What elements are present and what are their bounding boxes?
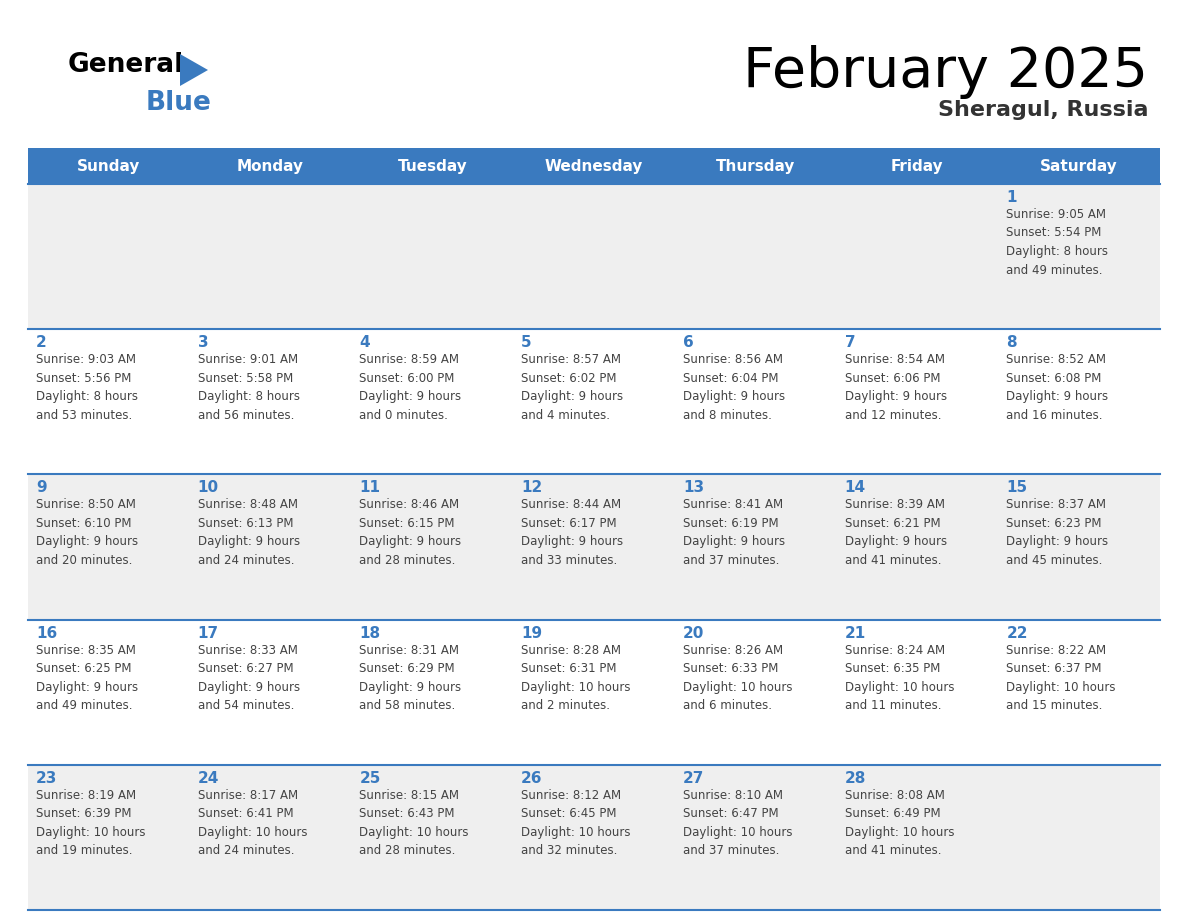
Text: 20: 20 xyxy=(683,625,704,641)
Text: 6: 6 xyxy=(683,335,694,350)
Bar xyxy=(29,148,1159,184)
Text: 14: 14 xyxy=(845,480,866,496)
Text: Blue: Blue xyxy=(146,90,211,116)
Text: Sunrise: 8:50 AM
Sunset: 6:10 PM
Daylight: 9 hours
and 20 minutes.: Sunrise: 8:50 AM Sunset: 6:10 PM Dayligh… xyxy=(36,498,138,567)
Text: Sunrise: 8:12 AM
Sunset: 6:45 PM
Daylight: 10 hours
and 32 minutes.: Sunrise: 8:12 AM Sunset: 6:45 PM Dayligh… xyxy=(522,789,631,857)
Text: 9: 9 xyxy=(36,480,46,496)
Text: Saturday: Saturday xyxy=(1041,159,1118,174)
Text: 1: 1 xyxy=(1006,190,1017,205)
Text: Sunrise: 8:44 AM
Sunset: 6:17 PM
Daylight: 9 hours
and 33 minutes.: Sunrise: 8:44 AM Sunset: 6:17 PM Dayligh… xyxy=(522,498,624,567)
Text: 12: 12 xyxy=(522,480,543,496)
Text: Sunrise: 8:59 AM
Sunset: 6:00 PM
Daylight: 9 hours
and 0 minutes.: Sunrise: 8:59 AM Sunset: 6:00 PM Dayligh… xyxy=(360,353,462,421)
Bar xyxy=(29,184,1159,330)
Text: Sunrise: 9:03 AM
Sunset: 5:56 PM
Daylight: 8 hours
and 53 minutes.: Sunrise: 9:03 AM Sunset: 5:56 PM Dayligh… xyxy=(36,353,138,421)
Text: General: General xyxy=(68,52,184,78)
Text: 16: 16 xyxy=(36,625,57,641)
Text: 3: 3 xyxy=(197,335,208,350)
Text: 17: 17 xyxy=(197,625,219,641)
Text: 15: 15 xyxy=(1006,480,1028,496)
Bar xyxy=(29,765,1159,910)
Text: 19: 19 xyxy=(522,625,542,641)
Bar xyxy=(29,330,1159,475)
Bar xyxy=(29,475,1159,620)
Text: 8: 8 xyxy=(1006,335,1017,350)
Text: Sunrise: 8:41 AM
Sunset: 6:19 PM
Daylight: 9 hours
and 37 minutes.: Sunrise: 8:41 AM Sunset: 6:19 PM Dayligh… xyxy=(683,498,785,567)
Text: 25: 25 xyxy=(360,771,381,786)
Text: 13: 13 xyxy=(683,480,704,496)
Text: Sunrise: 8:17 AM
Sunset: 6:41 PM
Daylight: 10 hours
and 24 minutes.: Sunrise: 8:17 AM Sunset: 6:41 PM Dayligh… xyxy=(197,789,308,857)
Text: Sunrise: 8:22 AM
Sunset: 6:37 PM
Daylight: 10 hours
and 15 minutes.: Sunrise: 8:22 AM Sunset: 6:37 PM Dayligh… xyxy=(1006,644,1116,712)
Text: Sunrise: 8:26 AM
Sunset: 6:33 PM
Daylight: 10 hours
and 6 minutes.: Sunrise: 8:26 AM Sunset: 6:33 PM Dayligh… xyxy=(683,644,792,712)
Text: Sunrise: 8:08 AM
Sunset: 6:49 PM
Daylight: 10 hours
and 41 minutes.: Sunrise: 8:08 AM Sunset: 6:49 PM Dayligh… xyxy=(845,789,954,857)
Text: Monday: Monday xyxy=(238,159,304,174)
Text: 27: 27 xyxy=(683,771,704,786)
Text: 4: 4 xyxy=(360,335,369,350)
Text: Sunrise: 8:54 AM
Sunset: 6:06 PM
Daylight: 9 hours
and 12 minutes.: Sunrise: 8:54 AM Sunset: 6:06 PM Dayligh… xyxy=(845,353,947,421)
Text: 28: 28 xyxy=(845,771,866,786)
Text: Friday: Friday xyxy=(891,159,943,174)
Text: 2: 2 xyxy=(36,335,46,350)
Text: Sunrise: 8:52 AM
Sunset: 6:08 PM
Daylight: 9 hours
and 16 minutes.: Sunrise: 8:52 AM Sunset: 6:08 PM Dayligh… xyxy=(1006,353,1108,421)
Text: Sunrise: 8:31 AM
Sunset: 6:29 PM
Daylight: 9 hours
and 58 minutes.: Sunrise: 8:31 AM Sunset: 6:29 PM Dayligh… xyxy=(360,644,462,712)
Text: Sunday: Sunday xyxy=(77,159,140,174)
Text: 5: 5 xyxy=(522,335,532,350)
Text: 21: 21 xyxy=(845,625,866,641)
Text: Sunrise: 8:39 AM
Sunset: 6:21 PM
Daylight: 9 hours
and 41 minutes.: Sunrise: 8:39 AM Sunset: 6:21 PM Dayligh… xyxy=(845,498,947,567)
Text: Sunrise: 8:10 AM
Sunset: 6:47 PM
Daylight: 10 hours
and 37 minutes.: Sunrise: 8:10 AM Sunset: 6:47 PM Dayligh… xyxy=(683,789,792,857)
Text: 11: 11 xyxy=(360,480,380,496)
Bar xyxy=(29,620,1159,765)
Text: Sunrise: 8:48 AM
Sunset: 6:13 PM
Daylight: 9 hours
and 24 minutes.: Sunrise: 8:48 AM Sunset: 6:13 PM Dayligh… xyxy=(197,498,299,567)
Text: Sunrise: 9:01 AM
Sunset: 5:58 PM
Daylight: 8 hours
and 56 minutes.: Sunrise: 9:01 AM Sunset: 5:58 PM Dayligh… xyxy=(197,353,299,421)
Text: Sunrise: 8:19 AM
Sunset: 6:39 PM
Daylight: 10 hours
and 19 minutes.: Sunrise: 8:19 AM Sunset: 6:39 PM Dayligh… xyxy=(36,789,145,857)
Text: Sunrise: 8:33 AM
Sunset: 6:27 PM
Daylight: 9 hours
and 54 minutes.: Sunrise: 8:33 AM Sunset: 6:27 PM Dayligh… xyxy=(197,644,299,712)
Text: 7: 7 xyxy=(845,335,855,350)
Text: Sunrise: 8:56 AM
Sunset: 6:04 PM
Daylight: 9 hours
and 8 minutes.: Sunrise: 8:56 AM Sunset: 6:04 PM Dayligh… xyxy=(683,353,785,421)
Text: Sunrise: 8:15 AM
Sunset: 6:43 PM
Daylight: 10 hours
and 28 minutes.: Sunrise: 8:15 AM Sunset: 6:43 PM Dayligh… xyxy=(360,789,469,857)
Text: 22: 22 xyxy=(1006,625,1028,641)
Text: Sunrise: 8:46 AM
Sunset: 6:15 PM
Daylight: 9 hours
and 28 minutes.: Sunrise: 8:46 AM Sunset: 6:15 PM Dayligh… xyxy=(360,498,462,567)
Text: Thursday: Thursday xyxy=(716,159,796,174)
Text: 23: 23 xyxy=(36,771,57,786)
Text: Sunrise: 8:24 AM
Sunset: 6:35 PM
Daylight: 10 hours
and 11 minutes.: Sunrise: 8:24 AM Sunset: 6:35 PM Dayligh… xyxy=(845,644,954,712)
Polygon shape xyxy=(181,54,208,86)
Text: Sunrise: 9:05 AM
Sunset: 5:54 PM
Daylight: 8 hours
and 49 minutes.: Sunrise: 9:05 AM Sunset: 5:54 PM Dayligh… xyxy=(1006,208,1108,276)
Text: 24: 24 xyxy=(197,771,219,786)
Text: Wednesday: Wednesday xyxy=(545,159,643,174)
Text: Sunrise: 8:35 AM
Sunset: 6:25 PM
Daylight: 9 hours
and 49 minutes.: Sunrise: 8:35 AM Sunset: 6:25 PM Dayligh… xyxy=(36,644,138,712)
Text: Sunrise: 8:57 AM
Sunset: 6:02 PM
Daylight: 9 hours
and 4 minutes.: Sunrise: 8:57 AM Sunset: 6:02 PM Dayligh… xyxy=(522,353,624,421)
Text: February 2025: February 2025 xyxy=(742,45,1148,99)
Text: Sunrise: 8:28 AM
Sunset: 6:31 PM
Daylight: 10 hours
and 2 minutes.: Sunrise: 8:28 AM Sunset: 6:31 PM Dayligh… xyxy=(522,644,631,712)
Text: 10: 10 xyxy=(197,480,219,496)
Text: 18: 18 xyxy=(360,625,380,641)
Text: Tuesday: Tuesday xyxy=(398,159,467,174)
Text: Sheragul, Russia: Sheragul, Russia xyxy=(937,100,1148,120)
Text: 26: 26 xyxy=(522,771,543,786)
Text: Sunrise: 8:37 AM
Sunset: 6:23 PM
Daylight: 9 hours
and 45 minutes.: Sunrise: 8:37 AM Sunset: 6:23 PM Dayligh… xyxy=(1006,498,1108,567)
